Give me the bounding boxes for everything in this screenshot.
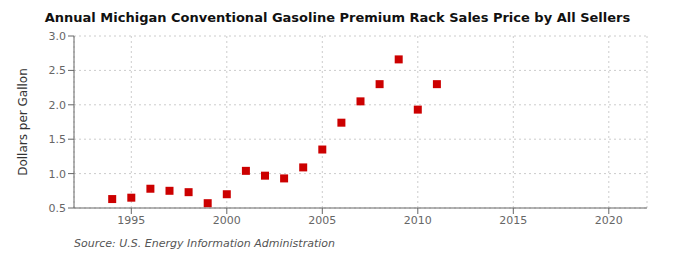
svg-text:2010: 2010 (404, 214, 432, 227)
svg-text:2015: 2015 (499, 214, 527, 227)
svg-text:2000: 2000 (213, 214, 241, 227)
svg-text:2020: 2020 (595, 214, 623, 227)
html-text:Source: U.S. Energy Informatio: Source: U.S. Energy Information Administ… (74, 237, 335, 250)
svg-text:0.5: 0.5 (49, 202, 67, 215)
svg-text:1995: 1995 (117, 214, 145, 227)
svg-text:1.0: 1.0 (49, 168, 67, 181)
svg-text:1.5: 1.5 (49, 133, 67, 146)
html-text:Annual Michigan Conventional G: Annual Michigan Conventional Gasoline Pr… (44, 10, 631, 25)
svg-text:Dollars per Gallon: Dollars per Gallon (16, 68, 30, 176)
svg-text:2.0: 2.0 (49, 99, 67, 112)
svg-text:2005: 2005 (308, 214, 336, 227)
svg-text:3.0: 3.0 (49, 30, 67, 43)
svg-text:2.5: 2.5 (49, 64, 67, 77)
